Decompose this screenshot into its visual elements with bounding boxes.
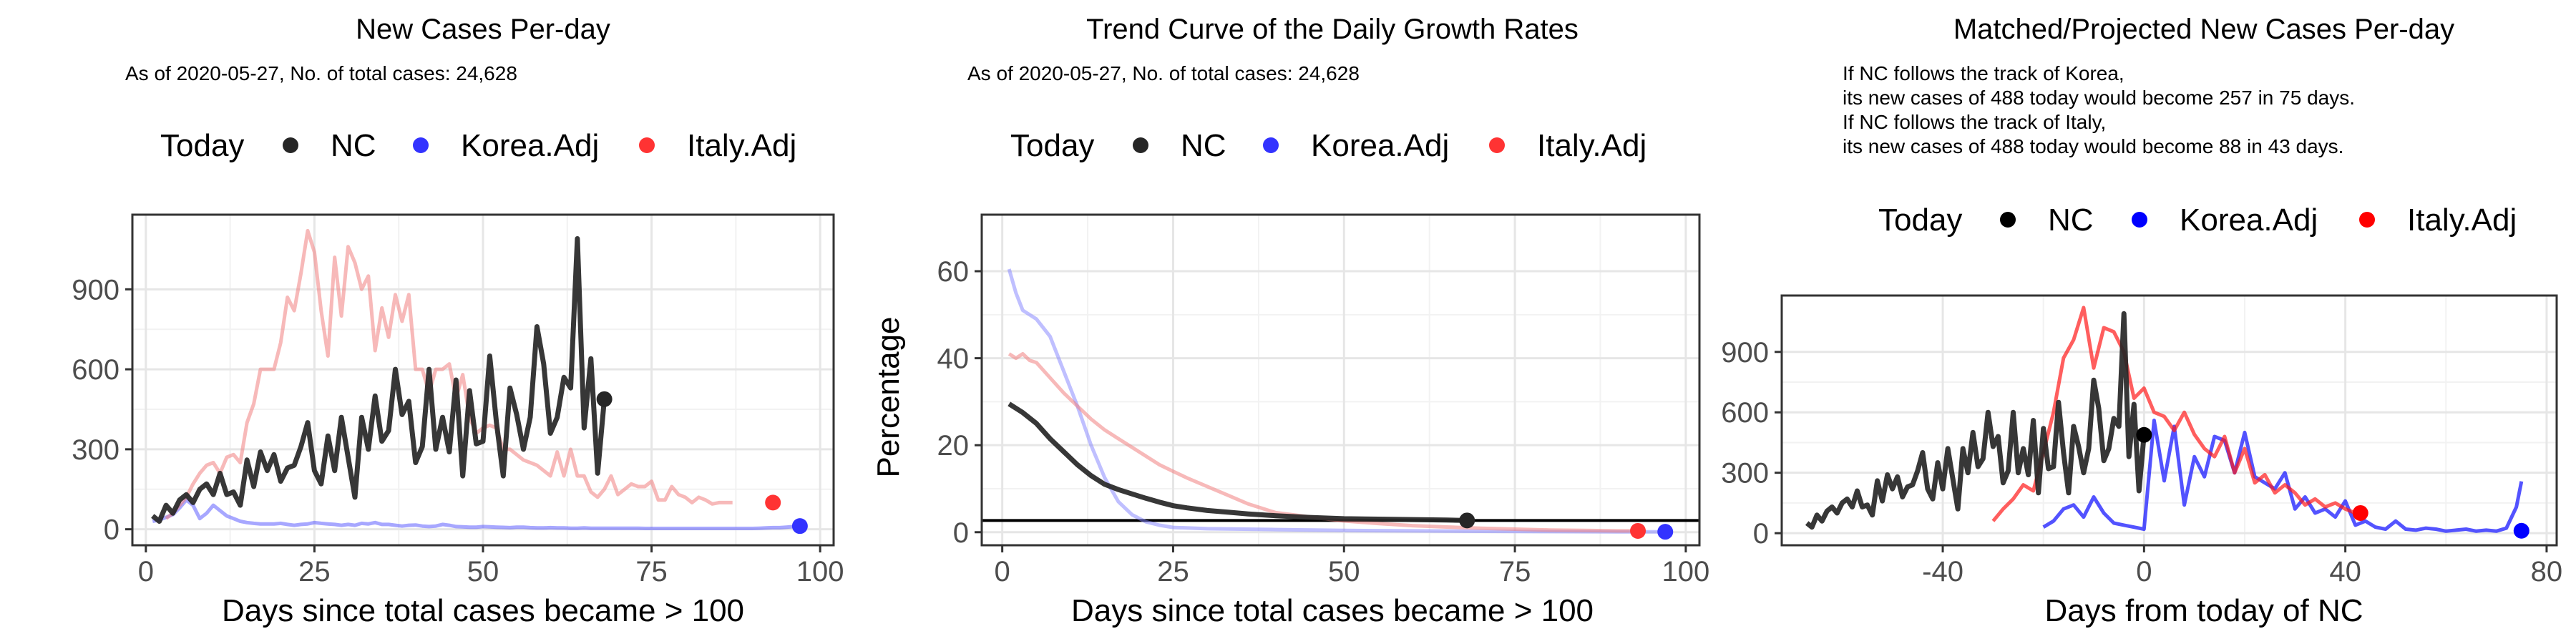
p1-plot-area: 0 25 50 75 100 0 300 600 900 (72, 213, 844, 587)
panel-border (131, 213, 835, 547)
p1-legend-title: Today (160, 128, 244, 163)
y-tick-label: 60 (937, 256, 970, 288)
x-tick-label: 25 (298, 556, 331, 587)
y-tick-label: 40 (937, 343, 970, 375)
x-tick-label: 0 (2136, 556, 2152, 587)
p3-subtitle: If NC follows the track of Korea, its ne… (1843, 62, 2355, 157)
series-line-nc (1008, 401, 1468, 523)
panel-matched-projected: Matched/Projected New Cases Per-day If N… (1721, 14, 2562, 628)
x-tick-label: 80 (2531, 556, 2563, 587)
x-tick-label: 0 (138, 556, 154, 587)
p3-legend: Today NC Korea.Adj Italy.Adj (1878, 203, 2517, 238)
y-tick-label: 0 (104, 514, 119, 546)
y-tick-label: 900 (72, 274, 119, 306)
p3-legend-key-nc (2000, 212, 2016, 228)
x-tick-label: 75 (635, 556, 668, 587)
y-tick-label: 300 (1721, 458, 1769, 489)
p2-y-axis-title: Percentage (871, 316, 906, 477)
panel-new-cases: New Cases Per-day As of 2020-05-27, No. … (72, 14, 844, 628)
series-line-nc (1805, 311, 2147, 530)
today-point-italy-adj (765, 494, 781, 511)
panel-border (1780, 294, 2558, 547)
p1-legend-key-nc (283, 137, 298, 153)
p3-legend-title: Today (1878, 203, 1962, 238)
p3-x-axis-title: Days from today of NC (2044, 593, 2363, 628)
p2-plot-area: 0 25 50 75 100 0 20 40 60 (937, 213, 1710, 587)
p1-legend-label-italy: Italy.Adj (687, 128, 796, 163)
p2-legend: Today NC Korea.Adj Italy.Adj (1010, 128, 1646, 163)
p3-plot-area: -40 0 40 80 0 300 600 900 (1721, 294, 2563, 587)
y-tick-label: 0 (1753, 518, 1769, 550)
p3-title: Matched/Projected New Cases Per-day (1953, 14, 2454, 45)
p3-subtitle-line-3: If NC follows the track of Italy, (1843, 111, 2106, 133)
p3-subtitle-line-2: its new cases of 488 today would become … (1843, 87, 2355, 109)
x-tick-label: 0 (995, 556, 1010, 587)
series-line-korea-adj (2042, 419, 2524, 533)
series-line-korea-adj (1007, 268, 1666, 534)
series-line-italy-adj (1008, 352, 1638, 533)
p1-legend: Today NC Korea.Adj Italy.Adj (160, 128, 796, 163)
p3-subtitle-line-1: If NC follows the track of Korea, (1843, 62, 2124, 84)
p3-legend-key-italy (2359, 212, 2375, 228)
p3-legend-label-italy: Italy.Adj (2407, 203, 2517, 238)
y-tick-label: 300 (72, 434, 119, 466)
series-line-nc (151, 236, 608, 524)
y-tick-label: 600 (1721, 397, 1769, 429)
p1-title: New Cases Per-day (356, 14, 610, 45)
p3-legend-label-korea: Korea.Adj (2180, 203, 2318, 238)
y-tick-label: 0 (953, 517, 969, 549)
p2-legend-key-italy (1489, 137, 1505, 153)
x-tick-label: 40 (2329, 556, 2361, 587)
series-line-korea-adj (152, 498, 801, 530)
x-tick-label: 100 (1662, 556, 1710, 587)
p2-title: Trend Curve of the Daily Growth Rates (1086, 14, 1579, 45)
today-point-korea-adj (1657, 524, 1674, 540)
panel-growth-rates: Trend Curve of the Daily Growth Rates As… (871, 14, 1709, 628)
p2-legend-key-nc (1133, 137, 1148, 153)
series-line-italy-adj (1991, 306, 2361, 522)
x-tick-label: 75 (1499, 556, 1531, 587)
p1-legend-label-nc: NC (331, 128, 376, 163)
series-lines (1007, 268, 1666, 534)
x-tick-label: 25 (1157, 556, 1189, 587)
p2-legend-key-korea (1263, 137, 1279, 153)
p2-legend-label-korea: Korea.Adj (1311, 128, 1449, 163)
x-tick-label: -40 (1922, 556, 1963, 587)
p2-legend-title: Today (1010, 128, 1094, 163)
p1-x-axis-title: Days since total cases became > 100 (222, 593, 744, 628)
y-tick-label: 900 (1721, 337, 1769, 369)
p3-legend-label-nc: NC (2048, 203, 2094, 238)
p1-subtitle-line: As of 2020-05-27, No. of total cases: 24… (125, 62, 517, 84)
today-point-italy-adj (2352, 504, 2368, 521)
today-point-nc (2136, 426, 2152, 443)
p2-legend-label-nc: NC (1181, 128, 1226, 163)
today-point-korea-adj (2513, 522, 2529, 539)
p3-subtitle-line-4: its new cases of 488 today would become … (1843, 135, 2343, 157)
x-tick-label: 50 (467, 556, 499, 587)
series-lines (151, 228, 801, 530)
series-lines (1805, 306, 2524, 533)
y-tick-label: 600 (72, 354, 119, 386)
p2-subtitle-line: As of 2020-05-27, No. of total cases: 24… (967, 62, 1360, 84)
panel-border (980, 213, 1701, 547)
p2-legend-label-italy: Italy.Adj (1537, 128, 1646, 163)
p1-legend-key-italy (639, 137, 655, 153)
today-point-italy-adj (1630, 522, 1646, 539)
p1-legend-label-korea: Korea.Adj (461, 128, 599, 163)
today-point-korea-adj (791, 518, 808, 535)
y-tick-label: 20 (937, 430, 970, 462)
p3-legend-key-korea (2132, 212, 2147, 228)
today-point-nc (1459, 512, 1475, 529)
p2-x-axis-title: Days since total cases became > 100 (1071, 593, 1594, 628)
today-point-nc (596, 391, 613, 407)
x-tick-label: 100 (796, 556, 844, 587)
x-tick-label: 50 (1328, 556, 1360, 587)
p1-legend-key-korea (413, 137, 429, 153)
series-line-italy-adj (165, 228, 733, 520)
